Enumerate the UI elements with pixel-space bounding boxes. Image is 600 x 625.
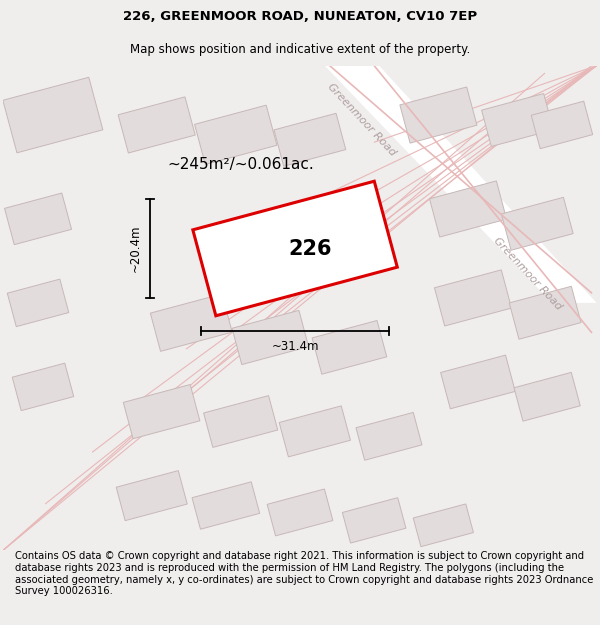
Text: Greenmoor Road: Greenmoor Road	[491, 235, 563, 311]
Polygon shape	[413, 504, 473, 547]
Text: ~245m²/~0.061ac.: ~245m²/~0.061ac.	[167, 157, 314, 172]
Polygon shape	[400, 87, 477, 143]
Polygon shape	[193, 181, 397, 316]
Text: ~31.4m: ~31.4m	[271, 341, 319, 353]
Polygon shape	[203, 396, 278, 448]
Polygon shape	[151, 294, 232, 351]
Polygon shape	[124, 384, 200, 439]
Polygon shape	[267, 489, 333, 536]
Text: 226: 226	[288, 239, 332, 259]
Polygon shape	[343, 498, 406, 543]
Polygon shape	[440, 355, 515, 409]
Polygon shape	[509, 286, 581, 339]
Polygon shape	[430, 181, 506, 237]
Text: 226, GREENMOOR ROAD, NUNEATON, CV10 7EP: 226, GREENMOOR ROAD, NUNEATON, CV10 7EP	[123, 10, 477, 23]
Polygon shape	[279, 406, 350, 457]
Polygon shape	[482, 94, 553, 146]
Polygon shape	[5, 193, 71, 244]
Text: ~20.4m: ~20.4m	[129, 225, 142, 272]
Polygon shape	[325, 66, 596, 303]
Polygon shape	[12, 363, 74, 411]
Polygon shape	[434, 270, 512, 326]
Polygon shape	[116, 471, 187, 521]
Polygon shape	[312, 321, 387, 374]
Polygon shape	[502, 198, 573, 250]
Polygon shape	[514, 372, 580, 421]
Polygon shape	[194, 105, 277, 164]
Polygon shape	[192, 482, 260, 529]
Polygon shape	[531, 101, 593, 149]
Text: Map shows position and indicative extent of the property.: Map shows position and indicative extent…	[130, 42, 470, 56]
Polygon shape	[232, 311, 308, 364]
Polygon shape	[7, 279, 69, 327]
Text: Greenmoor Road: Greenmoor Road	[325, 82, 397, 158]
Polygon shape	[3, 78, 103, 153]
Text: Contains OS data © Crown copyright and database right 2021. This information is : Contains OS data © Crown copyright and d…	[15, 551, 593, 596]
Polygon shape	[356, 412, 422, 460]
Polygon shape	[118, 97, 195, 153]
Polygon shape	[274, 113, 346, 166]
